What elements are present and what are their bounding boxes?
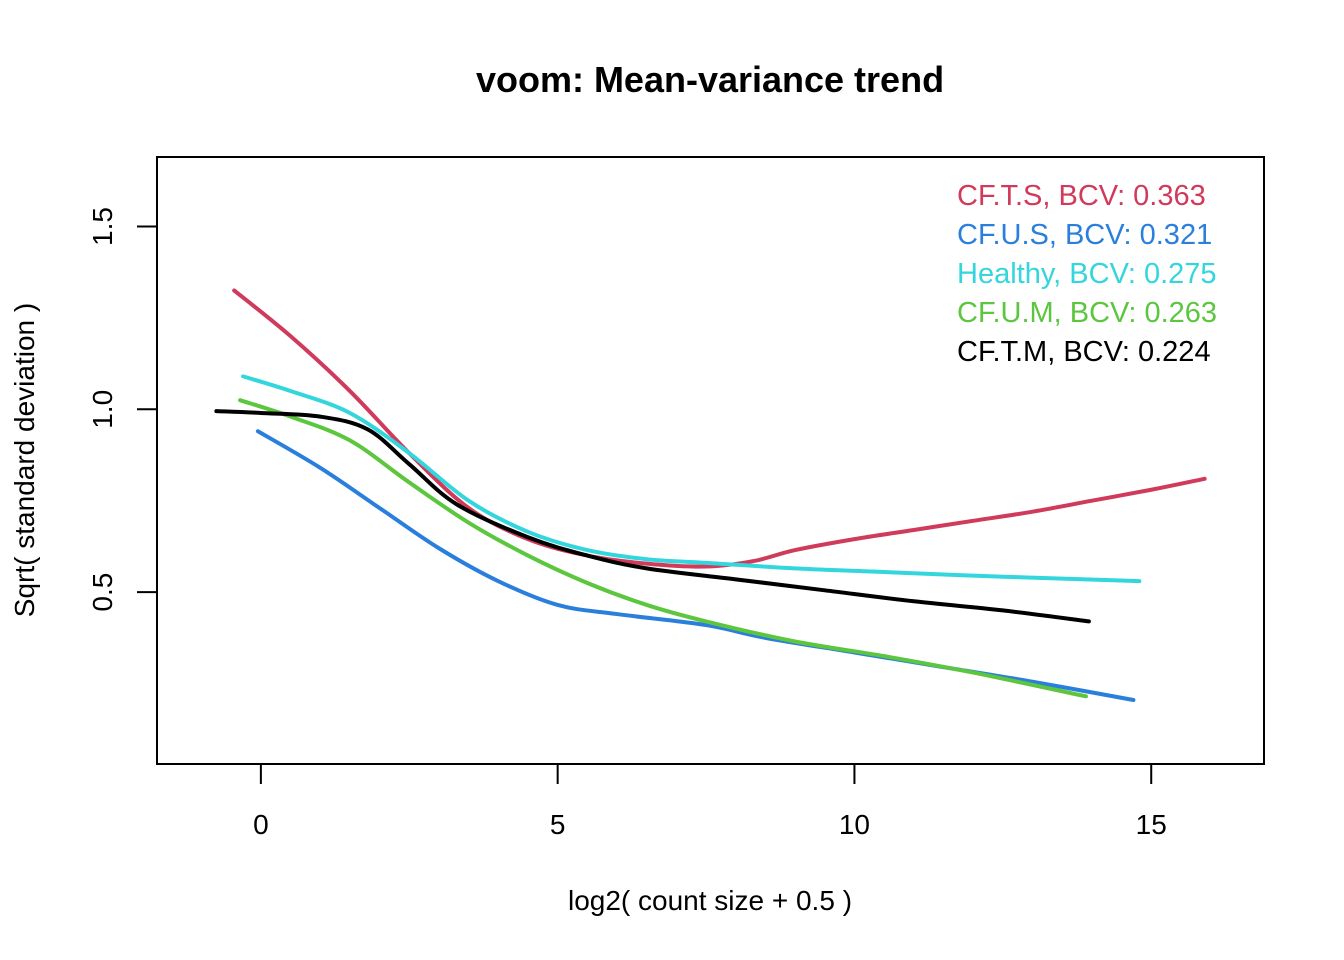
x-tick-label: 5 bbox=[550, 809, 566, 840]
x-tick-label: 15 bbox=[1136, 809, 1167, 840]
series-layer bbox=[214, 288, 1207, 703]
x-axis: 0 5 10 15 bbox=[253, 763, 1167, 840]
legend-item: CF.T.M, BCV: 0.224 bbox=[957, 336, 1211, 368]
legend-item: Healthy, BCV: 0.275 bbox=[957, 258, 1217, 290]
series-line bbox=[232, 288, 1207, 569]
y-tick-label: 0.5 bbox=[87, 573, 118, 612]
x-tick-label: 10 bbox=[839, 809, 870, 840]
series-line bbox=[241, 374, 1142, 584]
series-line bbox=[238, 398, 1088, 699]
y-tick-label: 1.5 bbox=[87, 207, 118, 246]
legend-item: CF.T.S, BCV: 0.363 bbox=[957, 180, 1206, 212]
legend-item: CF.U.M, BCV: 0.263 bbox=[957, 297, 1217, 329]
series-line bbox=[214, 409, 1091, 624]
legend: CF.T.S, BCV: 0.363 CF.U.S, BCV: 0.321 Heal… bbox=[957, 180, 1217, 368]
x-tick-label: 0 bbox=[253, 809, 269, 840]
x-axis-label: log2( count size + 0.5 ) bbox=[568, 885, 852, 916]
y-axis-label: Sqrt( standard deviation ) bbox=[9, 303, 40, 617]
chart-title: voom: Mean-variance trend bbox=[476, 59, 944, 100]
y-axis: 0.5 1.0 1.5 bbox=[87, 207, 158, 612]
y-tick-label: 1.0 bbox=[87, 390, 118, 429]
legend-item: CF.U.S, BCV: 0.321 bbox=[957, 219, 1212, 251]
